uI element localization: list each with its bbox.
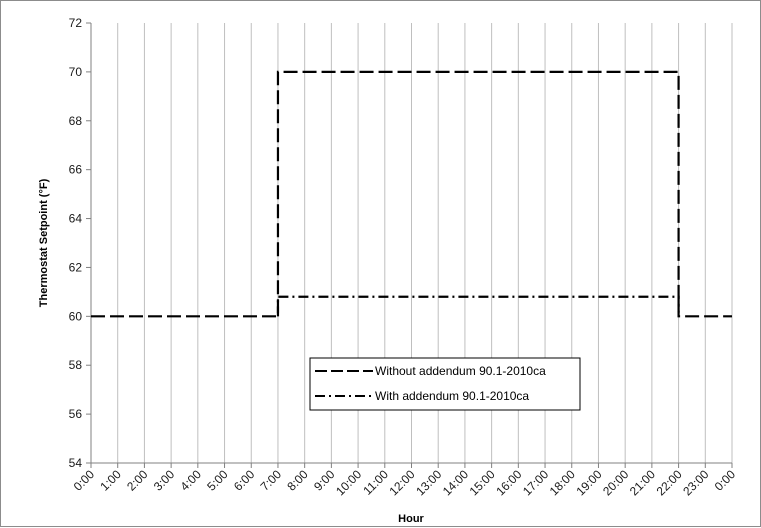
series-layer: [91, 70, 732, 318]
y-tick-label: 70: [69, 65, 83, 79]
y-tick-label: 66: [69, 163, 83, 177]
x-tick-label: 3:00: [151, 467, 178, 494]
legend: Without addendum 90.1-2010ca With addend…: [309, 357, 581, 411]
x-tick-label: 0:00: [712, 467, 739, 494]
y-tick-label: 62: [69, 260, 83, 274]
y-tick-label: 64: [69, 212, 83, 226]
x-tick-label: 13:00: [413, 467, 444, 498]
y-tick-label: 54: [69, 456, 83, 470]
x-tick-label: 11:00: [360, 467, 391, 498]
x-tick-label: 23:00: [680, 467, 711, 498]
y-tick-label: 56: [69, 407, 83, 421]
x-tick-label: 15:00: [467, 467, 498, 498]
x-tick-label: 1:00: [97, 467, 124, 494]
legend-label-without: Without addendum 90.1-2010ca: [375, 364, 546, 378]
x-tick-label: 22:00: [654, 467, 685, 498]
x-tick-label: 14:00: [440, 467, 471, 498]
x-axis-title: Hour: [398, 513, 424, 525]
series-line-without-addendum: [91, 70, 732, 318]
x-tick-label: 8:00: [284, 467, 311, 494]
y-tick-label: 72: [69, 16, 83, 30]
x-tick-label: 20:00: [600, 467, 631, 498]
y-axis-title: Thermostat Setpoint (°F): [38, 178, 50, 307]
y-tick-label: 60: [69, 309, 83, 323]
x-tick-label: 0:00: [71, 467, 98, 494]
x-tick-label: 2:00: [124, 467, 151, 494]
series-line-with-addendum: [276, 295, 680, 317]
legend-label-with: With addendum 90.1-2010ca: [375, 389, 529, 403]
x-tick-label: 12:00: [386, 467, 417, 498]
x-tick-label: 7:00: [258, 467, 285, 494]
legend-box: [309, 357, 581, 411]
x-tick-label: 21:00: [627, 467, 658, 498]
x-tick-label: 10:00: [333, 467, 364, 498]
x-tick-label: 4:00: [178, 467, 205, 494]
x-tick-label: 6:00: [231, 467, 258, 494]
y-tick-label: 58: [69, 358, 83, 372]
y-tick-label: 68: [69, 114, 83, 128]
x-tick-label: 5:00: [204, 467, 231, 494]
x-tick-label: 19:00: [573, 467, 604, 498]
x-tick-label: 18:00: [547, 467, 578, 498]
x-tick-label: 16:00: [493, 467, 524, 498]
x-tick-label: 17:00: [520, 467, 551, 498]
